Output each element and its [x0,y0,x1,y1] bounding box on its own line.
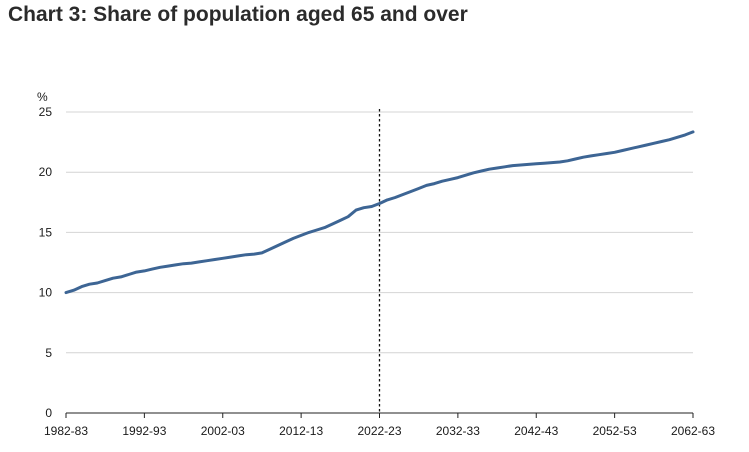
series-line-0 [64,130,695,295]
x-tick-label-2012-13: 2012-13 [279,424,323,438]
y-axis-ticks: 0 5 10 15 20 25 [39,105,53,420]
x-axis: 1982-83 1992-93 2002-03 2012-13 2022-23 2032-… [44,412,715,438]
y-axis-unit-label: % [37,90,48,104]
x-tick-label-2062-63: 2062-63 [671,424,715,438]
x-tick-label-2032-33: 2032-33 [436,424,480,438]
x-tick-label-2042-43: 2042-43 [514,424,558,438]
series-group [64,130,695,295]
x-tick-label-1982-83: 1982-83 [44,424,88,438]
gridlines [66,111,693,354]
y-tick-label-20: 20 [39,165,53,179]
x-tick-label-1992-93: 1992-93 [122,424,166,438]
y-tick-label-25: 25 [39,105,53,119]
x-tick-label-2002-03: 2002-03 [201,424,245,438]
x-tick-label-2022-23: 2022-23 [357,424,401,438]
chart-title: Chart 3: Share of population aged 65 and… [8,3,468,26]
y-tick-label-15: 15 [39,225,53,239]
y-tick-label-10: 10 [39,286,53,300]
x-tick-label-2052-53: 2052-53 [593,424,637,438]
y-tick-label-0: 0 [45,406,52,420]
y-tick-label-5: 5 [45,346,52,360]
